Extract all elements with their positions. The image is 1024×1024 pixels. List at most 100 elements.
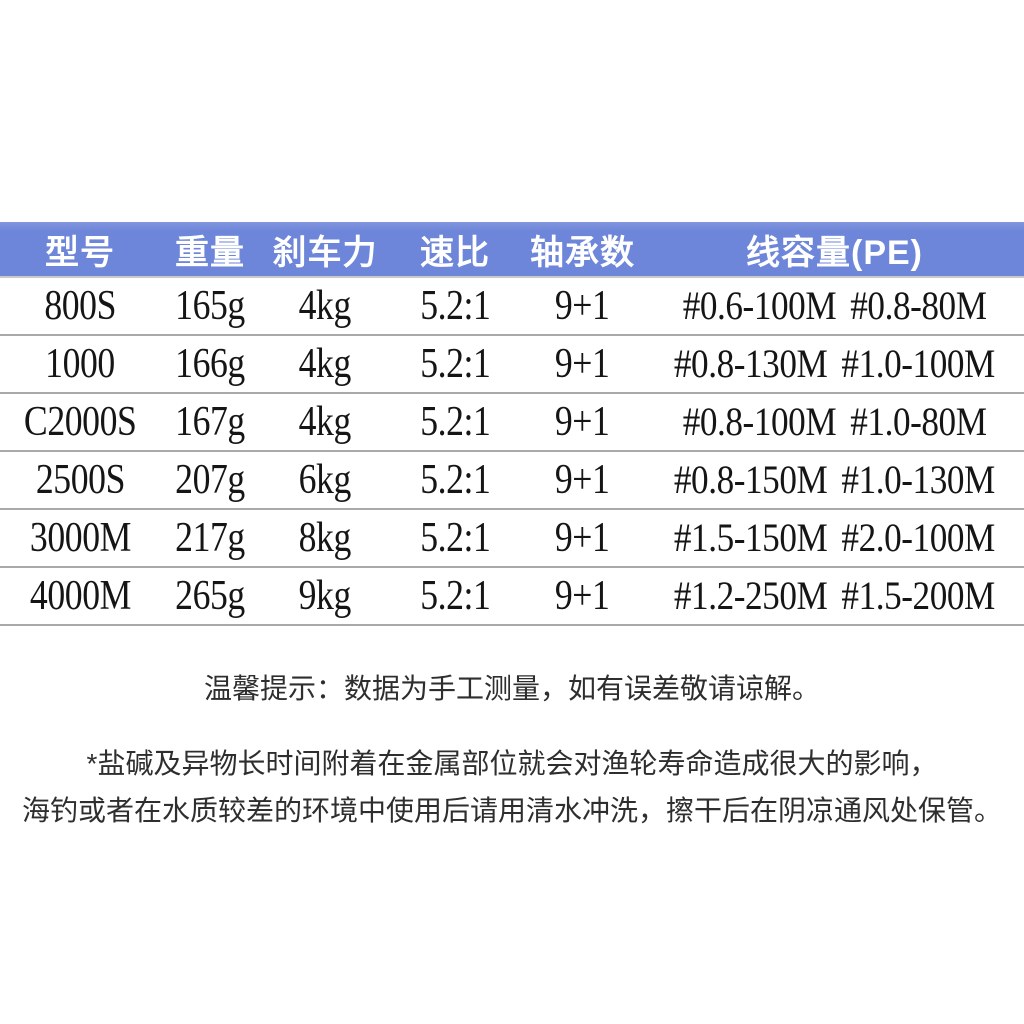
cell-bearings: 9+1 [520, 459, 645, 501]
model-value: 2500S [35, 457, 125, 503]
cell-ratio: 5.2:1 [390, 343, 520, 385]
cell-ratio: 5.2:1 [390, 459, 520, 501]
capacity-pair: #0.8-150M #1.0-130M [674, 460, 995, 500]
footnotes: 温馨提示：数据为手工测量，如有误差敬请谅解。 *盐碱及异物长时间附着在金属部位就… [0, 672, 1024, 834]
table-row: 1000 166g 4kg 5.2:1 9+1 #0.8-130M #1.0-1… [0, 336, 1024, 394]
bearings-value: 9+1 [555, 573, 610, 619]
cell-ratio: 5.2:1 [390, 575, 520, 617]
cell-bearings: 9+1 [520, 517, 645, 559]
cell-bearings: 9+1 [520, 575, 645, 617]
cell-bearings: 9+1 [520, 401, 645, 443]
cell-weight: 207g [160, 459, 260, 501]
table-row: 4000M 265g 9kg 5.2:1 9+1 #1.2-250M #1.5-… [0, 568, 1024, 626]
cell-weight: 265g [160, 575, 260, 617]
weight-value: 166g [175, 341, 245, 387]
care-warning: *盐碱及异物长时间附着在金属部位就会对渔轮寿命造成很大的影响， 海钓或者在水质较… [0, 740, 1024, 834]
table-row: C2000S 167g 4kg 5.2:1 9+1 #0.8-100M #1.0… [0, 394, 1024, 452]
brake-value: 4kg [298, 283, 352, 329]
model-value: C2000S [23, 399, 137, 445]
brake-value: 6kg [298, 457, 352, 503]
weight-value: 207g [175, 457, 245, 503]
brake-value: 4kg [298, 341, 352, 387]
cell-capacity: #0.8-130M #1.0-100M [645, 344, 1024, 384]
weight-value: 265g [175, 573, 245, 619]
spec-table-header-row: 型号 重量 刹车力 速比 轴承数 线容量(PE) [0, 222, 1024, 278]
capacity-pair: #0.8-130M #1.0-100M [674, 344, 995, 384]
bearings-value: 9+1 [555, 283, 610, 329]
care-warning-line-2: 海钓或者在水质较差的环境中使用后请用清水冲洗，擦干后在阴凉通风处保管。 [21, 794, 1002, 826]
capacity-value-2: #1.0-80M [850, 399, 987, 444]
weight-value: 217g [175, 515, 245, 561]
capacity-value-1: #0.6-100M [682, 283, 837, 328]
care-warning-line-1: *盐碱及异物长时间附着在金属部位就会对渔轮寿命造成很大的影响， [86, 747, 938, 779]
cell-capacity: #0.6-100M #0.8-80M [645, 286, 1024, 326]
capacity-value-2: #1.0-130M [841, 457, 996, 502]
capacity-value-1: #0.8-100M [682, 399, 837, 444]
capacity-value-1: #1.2-250M [673, 573, 828, 618]
bearings-value: 9+1 [555, 341, 610, 387]
ratio-value: 5.2:1 [419, 573, 491, 619]
cell-weight: 166g [160, 343, 260, 385]
cell-capacity: #1.2-250M #1.5-200M [645, 576, 1024, 616]
cell-brake: 4kg [260, 401, 390, 443]
capacity-pair: #0.6-100M #0.8-80M [683, 286, 987, 326]
cell-capacity: #1.5-150M #2.0-100M [645, 518, 1024, 558]
cell-model: C2000S [0, 401, 160, 443]
ratio-value: 5.2:1 [419, 457, 491, 503]
model-value: 4000M [29, 573, 131, 619]
capacity-pair: #1.5-150M #2.0-100M [674, 518, 995, 558]
cell-ratio: 5.2:1 [390, 517, 520, 559]
cell-capacity: #0.8-100M #1.0-80M [645, 402, 1024, 442]
cell-model: 2500S [0, 459, 160, 501]
cell-model: 800S [0, 285, 160, 327]
table-row: 3000M 217g 8kg 5.2:1 9+1 #1.5-150M #2.0-… [0, 510, 1024, 568]
brake-value: 4kg [298, 399, 352, 445]
capacity-pair: #0.8-100M #1.0-80M [683, 402, 987, 442]
cell-weight: 165g [160, 285, 260, 327]
header-weight: 重量 [175, 233, 245, 272]
cell-brake: 4kg [260, 343, 390, 385]
bearings-value: 9+1 [555, 515, 610, 561]
cell-ratio: 5.2:1 [390, 285, 520, 327]
capacity-value-2: #1.0-100M [841, 341, 996, 386]
table-row: 800S 165g 4kg 5.2:1 9+1 #0.6-100M #0.8-8… [0, 278, 1024, 336]
cell-weight: 217g [160, 517, 260, 559]
cell-capacity: #0.8-150M #1.0-130M [645, 460, 1024, 500]
header-brake-force: 刹车力 [272, 233, 378, 272]
cell-model: 3000M [0, 517, 160, 559]
cell-model: 1000 [0, 343, 160, 385]
cell-brake: 9kg [260, 575, 390, 617]
cell-model: 4000M [0, 575, 160, 617]
brake-value: 9kg [298, 573, 352, 619]
capacity-pair: #1.2-250M #1.5-200M [674, 576, 995, 616]
capacity-value-1: #0.8-150M [673, 457, 828, 502]
ratio-value: 5.2:1 [419, 341, 491, 387]
model-value: 3000M [29, 515, 131, 561]
cell-bearings: 9+1 [520, 343, 645, 385]
weight-value: 167g [175, 399, 245, 445]
capacity-value-1: #0.8-130M [673, 341, 828, 386]
bearings-value: 9+1 [555, 457, 610, 503]
cell-brake: 6kg [260, 459, 390, 501]
ratio-value: 5.2:1 [419, 283, 491, 329]
header-bearings: 轴承数 [530, 233, 635, 272]
cell-brake: 8kg [260, 517, 390, 559]
model-value: 800S [44, 283, 116, 329]
capacity-value-1: #1.5-150M [673, 515, 828, 560]
cell-weight: 167g [160, 401, 260, 443]
header-model: 型号 [45, 233, 115, 272]
cell-brake: 4kg [260, 285, 390, 327]
brake-value: 8kg [298, 515, 352, 561]
cell-bearings: 9+1 [520, 285, 645, 327]
capacity-value-2: #2.0-100M [841, 515, 996, 560]
capacity-value-2: #1.5-200M [841, 573, 996, 618]
capacity-value-2: #0.8-80M [850, 283, 987, 328]
ratio-value: 5.2:1 [419, 515, 491, 561]
header-line-capacity: 线容量(PE) [746, 233, 923, 272]
spec-table: 型号 重量 刹车力 速比 轴承数 线容量(PE) 800S 165g 4kg 5… [0, 222, 1024, 626]
measurement-tip: 温馨提示：数据为手工测量，如有误差敬请谅解。 [203, 673, 820, 704]
cell-ratio: 5.2:1 [390, 401, 520, 443]
bearings-value: 9+1 [555, 399, 610, 445]
model-value: 1000 [45, 341, 115, 387]
